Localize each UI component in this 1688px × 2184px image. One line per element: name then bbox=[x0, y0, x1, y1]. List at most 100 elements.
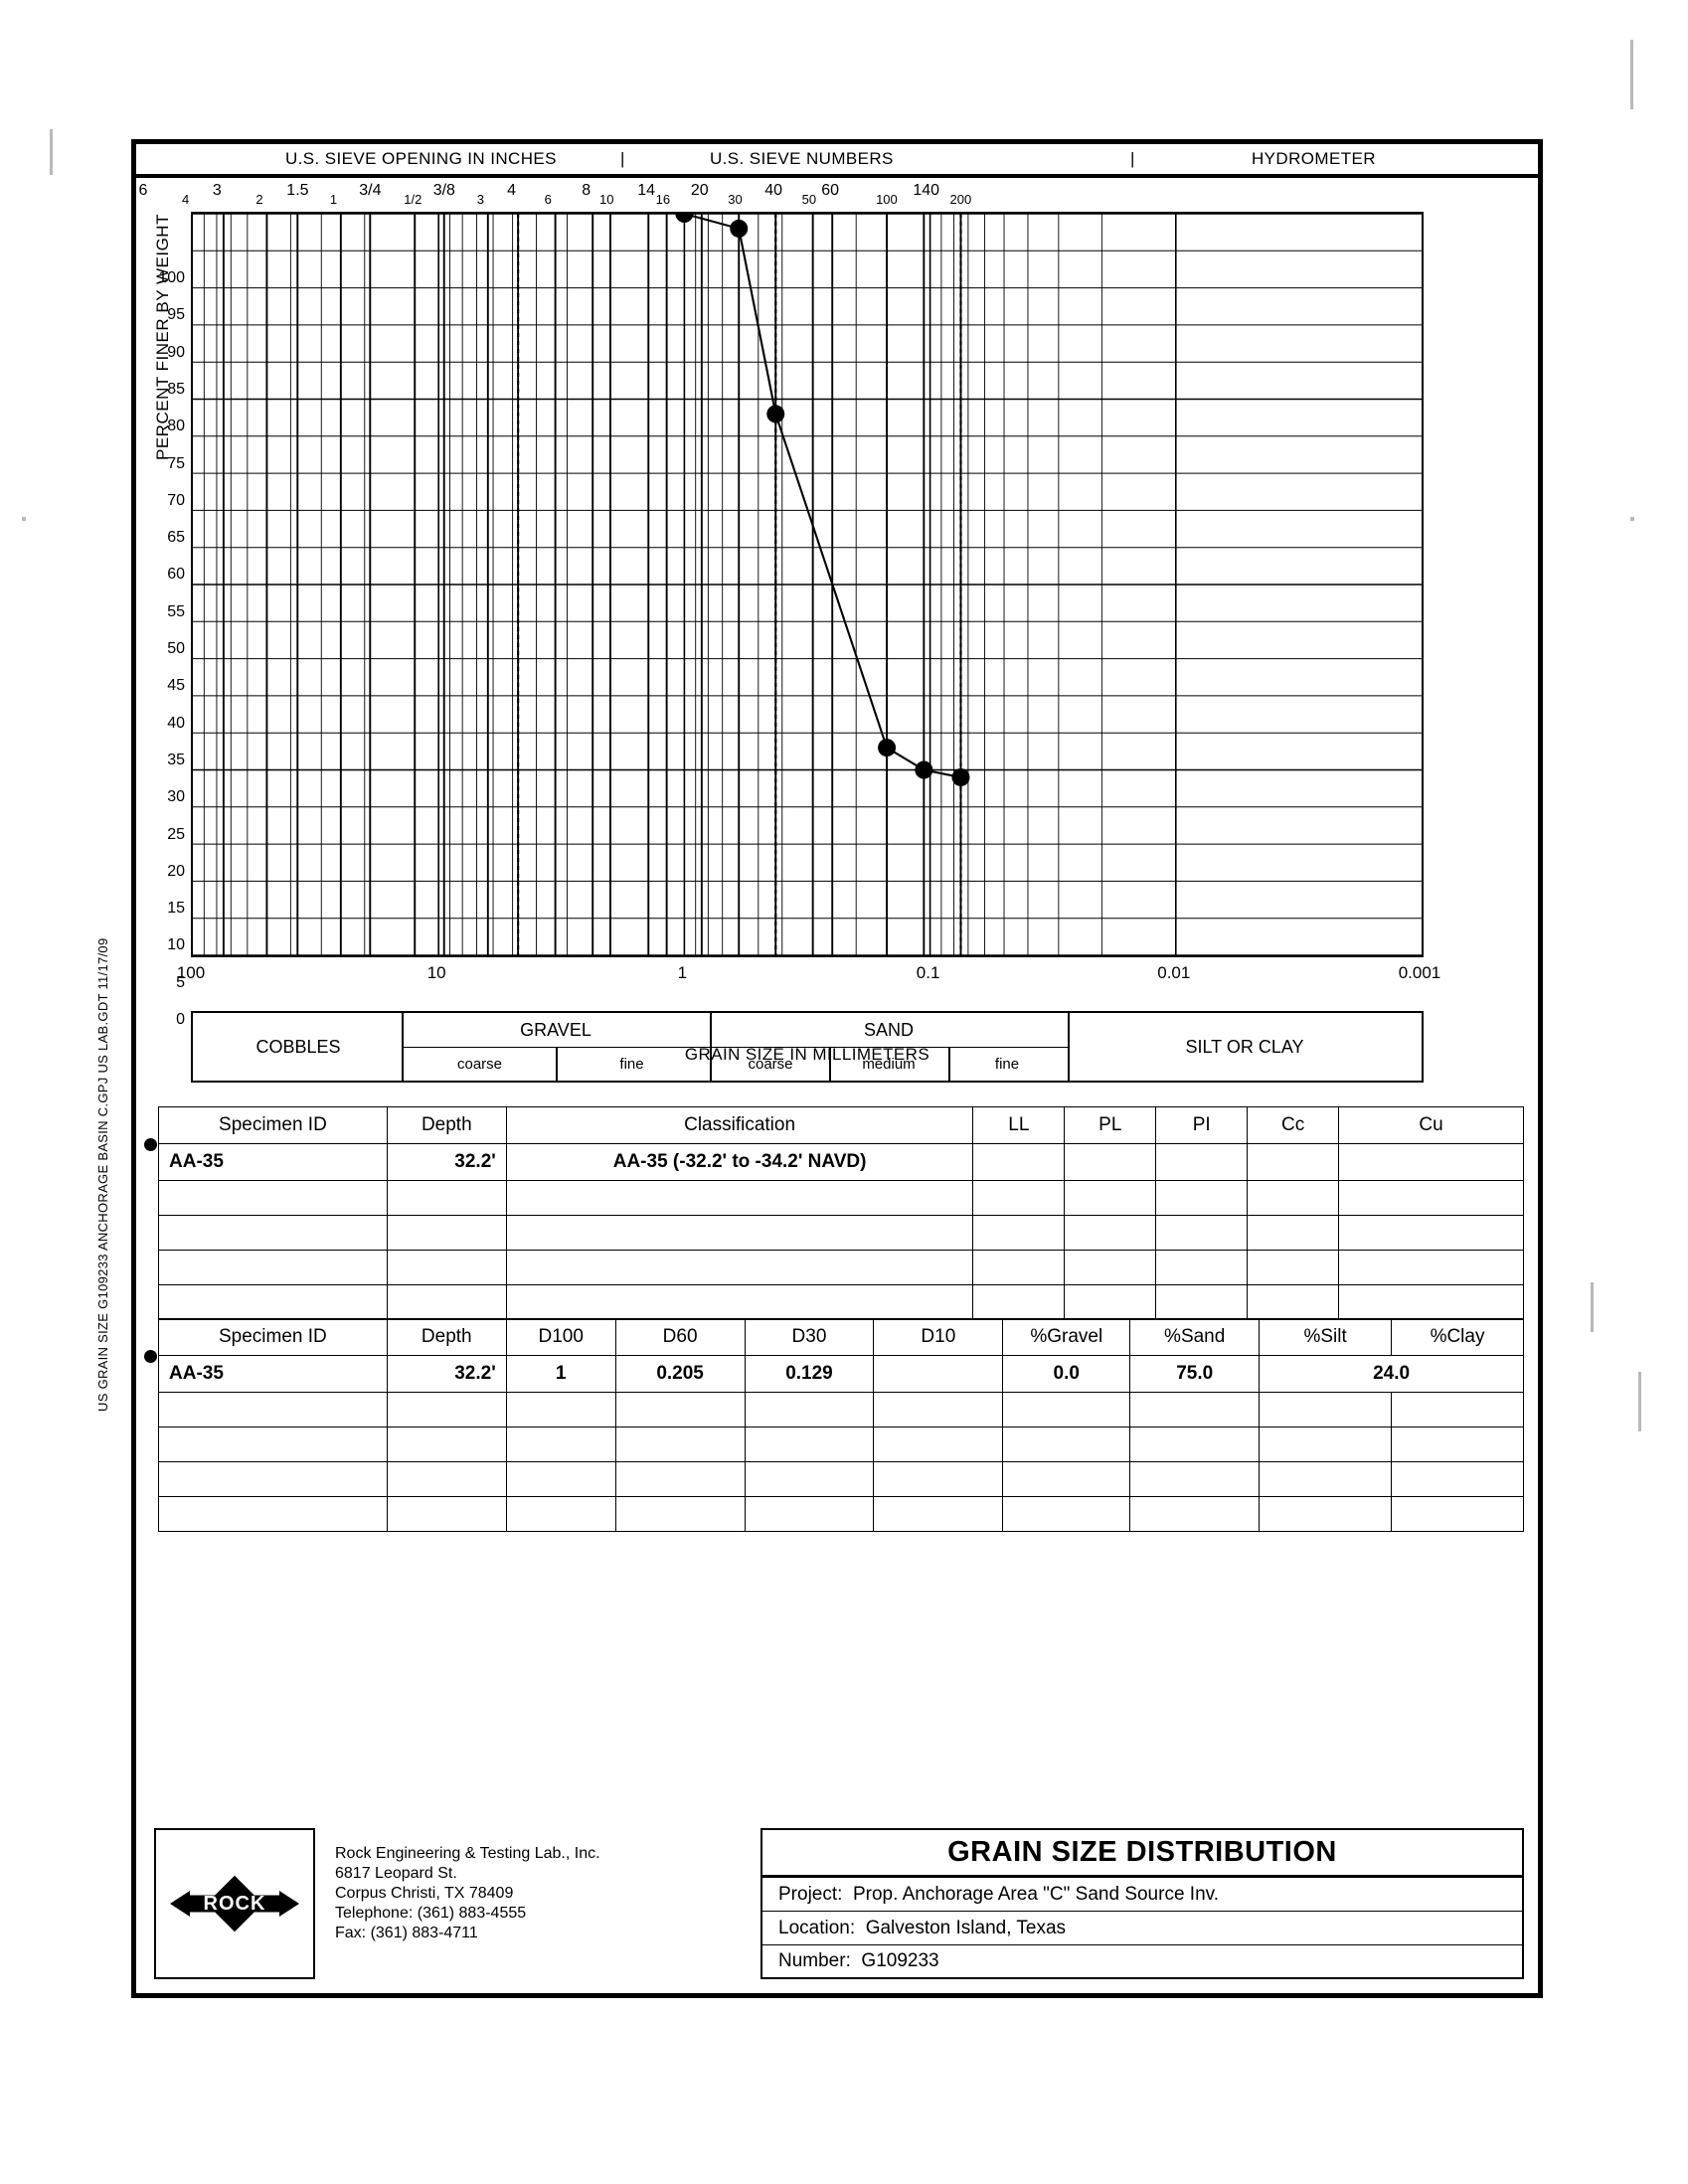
scan-speck bbox=[1630, 517, 1634, 521]
sieve-tick-label-30: 30 bbox=[728, 192, 743, 207]
table-cell-empty bbox=[505, 1215, 974, 1251]
column-header: D60 bbox=[614, 1318, 746, 1356]
specimen-symbol-gradation bbox=[144, 1350, 157, 1363]
rock-logo: ROCK bbox=[170, 1875, 299, 1932]
grain-size-plot-wrapper: PERCENT FINER BY WEIGHT 100 95 90 85 80 75 70 6… bbox=[153, 212, 1440, 1064]
number-row: Number: G109233 bbox=[760, 1945, 1524, 1979]
sieve-tick-label-4: 4 bbox=[182, 192, 190, 207]
project-label: Project: bbox=[778, 1883, 843, 1905]
table-cell-empty bbox=[873, 1461, 1004, 1497]
table-cell-empty bbox=[744, 1461, 875, 1497]
table-cell-empty bbox=[1247, 1250, 1340, 1285]
table-cell-empty bbox=[1002, 1392, 1131, 1428]
project-value: Prop. Anchorage Area "C" Sand Source Inv… bbox=[852, 1883, 1220, 1905]
sieve-tick-label-200: 200 bbox=[949, 192, 972, 207]
table-cell-empty bbox=[614, 1427, 746, 1462]
company-telephone: Telephone: (361) 883-4555 bbox=[335, 1905, 527, 1922]
table-row-empty[interactable] bbox=[158, 1284, 1524, 1320]
logo-text: ROCK bbox=[203, 1892, 266, 1915]
table-cell-empty bbox=[1002, 1461, 1131, 1497]
column-header: D30 bbox=[744, 1318, 875, 1356]
fraction-midline bbox=[710, 1047, 1068, 1048]
table-header-row: Specimen ID Depth D100 D60 D30 D10 %Gravel %San… bbox=[158, 1318, 1524, 1356]
y-tick-label: 10 bbox=[167, 936, 185, 954]
table-cell-empty bbox=[1002, 1427, 1131, 1462]
table-row-empty[interactable] bbox=[158, 1215, 1524, 1251]
table-cell-empty bbox=[1064, 1215, 1157, 1251]
table-cell-empty bbox=[1247, 1284, 1340, 1320]
gradation-table: Specimen ID Depth D100 D60 D30 D10 %Gravel %San… bbox=[158, 1318, 1524, 1532]
table-cell-empty bbox=[1391, 1461, 1524, 1497]
column-header: D10 bbox=[873, 1318, 1004, 1356]
y-tick-label: 30 bbox=[167, 788, 185, 806]
fraction-sand-fine: fine bbox=[994, 1055, 1020, 1073]
fraction-gravel-fine: fine bbox=[619, 1055, 644, 1073]
table-cell-empty bbox=[1259, 1496, 1393, 1532]
table-cell-empty bbox=[1064, 1250, 1157, 1285]
logo-left-arrow-icon bbox=[170, 1891, 190, 1917]
table-cell-empty bbox=[386, 1180, 507, 1216]
table-cell-empty bbox=[873, 1392, 1004, 1428]
table-cell: 24.0 bbox=[1259, 1355, 1524, 1393]
column-header: Cc bbox=[1247, 1106, 1340, 1144]
specimen-symbol-classification bbox=[144, 1138, 157, 1151]
table-row-empty[interactable] bbox=[158, 1392, 1524, 1428]
sieve-tick-label-20: 20 bbox=[690, 182, 709, 199]
location-row: Location: Galveston Island, Texas bbox=[760, 1912, 1524, 1945]
column-header: Specimen ID bbox=[158, 1318, 388, 1356]
table-cell-empty bbox=[1129, 1496, 1261, 1532]
table-cell-empty bbox=[386, 1392, 507, 1428]
y-tick-label: 15 bbox=[167, 900, 185, 918]
table-row-empty[interactable] bbox=[158, 1427, 1524, 1462]
table-cell-empty bbox=[505, 1392, 616, 1428]
table-cell: 75.0 bbox=[1129, 1355, 1261, 1393]
table-cell-empty bbox=[1338, 1215, 1524, 1251]
table-row[interactable]: AA-35 32.2' 1 0.205 0.129 0.0 75.0 24.0 bbox=[158, 1355, 1524, 1393]
y-tick-label: 95 bbox=[167, 306, 185, 324]
table-cell-empty bbox=[158, 1284, 388, 1320]
table-row-empty[interactable] bbox=[158, 1496, 1524, 1532]
table-cell-empty bbox=[1064, 1180, 1157, 1216]
title-block: ROCK Rock Engineering & Testing Lab., In… bbox=[154, 1828, 1524, 1979]
table-row-empty[interactable] bbox=[158, 1250, 1524, 1285]
column-header: %Sand bbox=[1129, 1318, 1261, 1356]
classification-table: Specimen ID Depth Classification LL PL PI Cc Cu… bbox=[158, 1106, 1524, 1320]
table-row-empty[interactable] bbox=[158, 1180, 1524, 1216]
table-cell-empty bbox=[158, 1496, 388, 1532]
table-cell-empty bbox=[1155, 1180, 1249, 1216]
chart-header-band: U.S. SIEVE OPENING IN INCHES | U.S. SIEV… bbox=[136, 144, 1538, 178]
table-cell-empty bbox=[1155, 1215, 1249, 1251]
table-cell-empty bbox=[505, 1284, 974, 1320]
y-tick-label: 80 bbox=[167, 418, 185, 435]
header-divider-2: | bbox=[1130, 149, 1135, 168]
table-row[interactable]: AA-35 32.2' AA-35 (-32.2' to -34.2' NAVD) bbox=[158, 1143, 1524, 1181]
sieve-tick-label-row: 6 4 3 2 1.5 1 3/4 1/2 3/8 3 4 6 8 10 14 16 20 30 40 50 60 100… bbox=[136, 178, 1538, 212]
plot-area bbox=[191, 212, 1424, 957]
sieve-tick-label-3-4: 3/4 bbox=[359, 182, 382, 199]
table-row-empty[interactable] bbox=[158, 1461, 1524, 1497]
table-cell-empty bbox=[1129, 1427, 1261, 1462]
drawing-frame: U.S. SIEVE OPENING IN INCHES | U.S. SIEV… bbox=[131, 139, 1543, 1998]
header-divider-1: | bbox=[620, 149, 625, 168]
table-cell bbox=[1064, 1143, 1157, 1181]
table-cell bbox=[1155, 1143, 1249, 1181]
table-cell bbox=[1247, 1143, 1340, 1181]
x-tick-label: 0.01 bbox=[1157, 963, 1191, 982]
table-cell-empty bbox=[1247, 1180, 1340, 1216]
column-header: Specimen ID bbox=[158, 1106, 388, 1144]
sieve-tick-label-60: 60 bbox=[821, 182, 840, 199]
fraction-sand-medium: medium bbox=[862, 1055, 916, 1073]
table-cell bbox=[873, 1355, 1004, 1393]
sieve-tick-label-40: 40 bbox=[764, 182, 783, 199]
column-header: %Silt bbox=[1259, 1318, 1393, 1356]
fraction-cobbles: COBBLES bbox=[255, 1036, 341, 1057]
report-title: GRAIN SIZE DISTRIBUTION bbox=[760, 1828, 1524, 1878]
sieve-numbers-label: U.S. SIEVE NUMBERS bbox=[710, 149, 894, 168]
y-tick-label: 100 bbox=[158, 269, 185, 286]
sieve-tick-label-1-2: 1/2 bbox=[404, 192, 422, 207]
sieve-tick-label-10: 10 bbox=[598, 192, 614, 207]
fraction-sand-coarse: coarse bbox=[748, 1055, 793, 1073]
table-cell: 32.2' bbox=[386, 1143, 507, 1181]
fraction-silt-or-clay: SILT OR CLAY bbox=[1185, 1036, 1304, 1057]
soil-fraction-bar: COBBLES GRAVEL SAND SILT OR CLAY coarse … bbox=[191, 1011, 1424, 1083]
